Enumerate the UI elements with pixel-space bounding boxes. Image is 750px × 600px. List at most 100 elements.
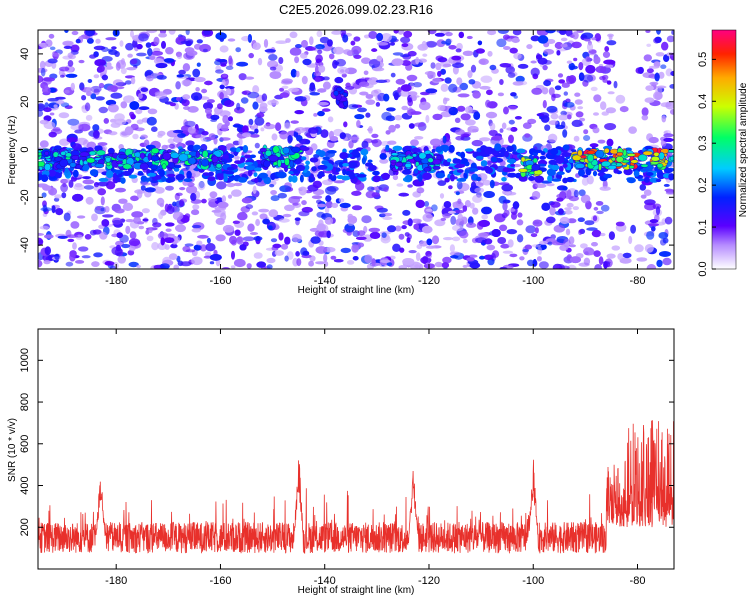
spectrogram-cell <box>61 192 67 199</box>
colorbar-tick-label: 0.1 <box>697 219 709 234</box>
spectrogram-cell <box>133 216 142 224</box>
spectrogram-cell <box>292 170 299 173</box>
spectrogram-cell <box>236 61 249 67</box>
spectrogram-cell <box>333 46 344 55</box>
spectrogram-cell <box>637 66 644 74</box>
spectrogram-cell <box>301 200 307 206</box>
spectrogram-cell <box>296 258 302 267</box>
spectrogram-cell <box>558 79 566 84</box>
spectrogram-cell <box>241 173 248 179</box>
spectrogram-cell <box>452 62 464 68</box>
spectrogram-cell <box>591 229 602 238</box>
spectrogram-cell <box>449 170 455 175</box>
spectrogram-cell <box>219 45 229 53</box>
spectrogram-cell <box>591 37 597 41</box>
spectrogram-cell <box>97 142 108 146</box>
spectrogram-cell <box>422 53 428 57</box>
spectrogram-cell <box>206 237 211 244</box>
spectrogram-cell <box>104 206 110 213</box>
spectrogram-cell <box>573 135 580 142</box>
spectrogram-cell <box>75 137 88 146</box>
spectrogram-cell <box>550 113 559 120</box>
spectrogram-cell <box>269 71 282 79</box>
spectrogram-cell <box>245 165 256 171</box>
spectrogram-cell <box>380 154 387 159</box>
spectrogram-cell <box>511 37 520 43</box>
spectrogram-cell <box>66 234 79 238</box>
spectrogram-cell <box>469 262 481 269</box>
spectrogram-cell <box>491 229 501 237</box>
spectrogram-cell <box>430 138 442 147</box>
spectrogram-cell <box>519 256 525 261</box>
spectrogram-cell <box>392 145 403 151</box>
spectrogram-cell <box>348 136 360 140</box>
spectrogram-cell <box>357 107 367 113</box>
spectrogram-cell <box>338 198 345 203</box>
spectrogram-cell <box>485 167 493 174</box>
spectrogram-cell <box>58 112 70 119</box>
spectrogram-cell <box>313 71 321 77</box>
spectrogram-cell <box>130 113 136 120</box>
spectrogram-cell <box>375 102 381 107</box>
spectrogram-cell <box>664 188 674 192</box>
spectrogram-cell <box>501 122 507 130</box>
spectrogram-peak-cell <box>531 163 541 171</box>
spectrogram-cell <box>619 106 629 113</box>
spectrogram-cell <box>114 169 122 174</box>
spectrogram-cell <box>367 186 375 192</box>
spectrogram-cell <box>655 86 663 96</box>
spectrogram-cell <box>410 139 419 147</box>
spectrogram-cell <box>186 182 195 187</box>
spectrogram-cell <box>518 175 528 182</box>
spectrogram-cell <box>339 152 349 160</box>
spectrogram-peak-cell <box>79 151 90 157</box>
spectrogram-cell <box>215 32 227 40</box>
spectrogram-cell <box>136 264 142 269</box>
spectrogram-cell <box>412 179 425 187</box>
spectrogram-cell <box>561 152 572 157</box>
spectrogram-cell <box>472 91 481 99</box>
spectrogram-cell <box>309 157 319 163</box>
spectrogram-cell <box>221 195 227 203</box>
spectrogram-cell <box>371 48 378 52</box>
spectrogram-cell <box>89 169 99 177</box>
spectrogram-cell <box>352 255 359 261</box>
spectrogram-cell <box>268 209 279 218</box>
spectrogram-cell <box>412 82 422 88</box>
spectrogram-cell <box>125 225 131 235</box>
spectrogram-cell <box>444 77 452 84</box>
spectrogram-cell <box>379 213 386 218</box>
snr-x-tick-label: -120 <box>418 575 440 587</box>
spectrogram-cell <box>437 180 447 186</box>
spectrogram-cell <box>643 54 652 62</box>
spectrogram-cell <box>227 38 236 42</box>
spectrogram-cell <box>329 136 338 142</box>
spectrogram-cell <box>163 58 175 63</box>
spectrogram-cell <box>371 192 380 198</box>
spectrogram-cell <box>403 145 412 151</box>
spectrogram-cell <box>368 125 373 134</box>
spectrogram-cell <box>497 237 507 244</box>
spectrogram-cell <box>317 110 325 117</box>
spectrogram-cell <box>440 217 447 221</box>
spectrogram-cell <box>392 174 398 181</box>
spectrogram-cell <box>252 101 259 110</box>
spectrogram-cell <box>137 172 144 176</box>
spectrogram-cell <box>548 120 559 126</box>
spectrogram-cell <box>368 227 381 233</box>
spectrogram-cell <box>165 47 174 55</box>
spectrogram-cell <box>280 243 289 250</box>
spectrogram-cell <box>165 228 172 232</box>
spectrogram-cell <box>38 103 45 112</box>
spectrogram-cell <box>261 93 268 102</box>
spectrogram-peak-cell <box>54 156 62 162</box>
spectrogram-cell <box>547 133 558 143</box>
spectrogram-cell <box>263 39 269 48</box>
spectrogram-cell <box>641 107 649 117</box>
spectrogram-cell <box>168 253 178 260</box>
spectrogram-cell <box>432 113 443 121</box>
spectrogram-cell <box>294 110 305 115</box>
spectrogram-cell <box>348 103 359 110</box>
spectrogram-peak-cell <box>259 147 267 153</box>
spectrogram-cell <box>513 95 518 99</box>
